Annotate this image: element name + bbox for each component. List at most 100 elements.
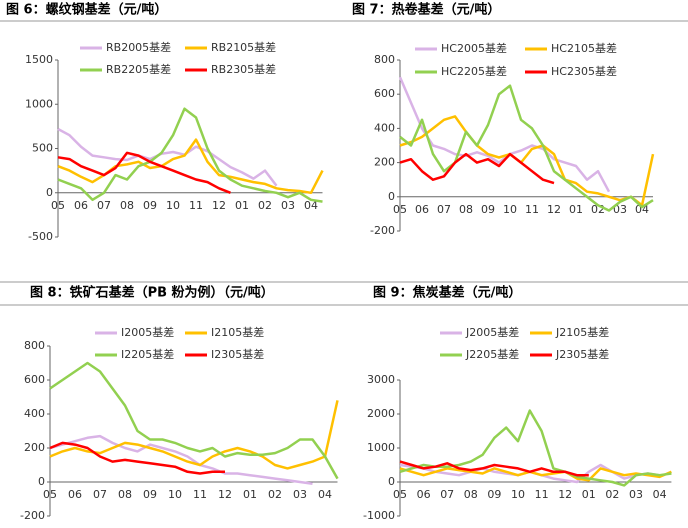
- y-tick-label: 1500: [25, 53, 53, 66]
- y-tick-label: 400: [24, 407, 45, 420]
- x-tick-label: 01: [582, 488, 596, 501]
- x-tick-label: 10: [166, 199, 180, 212]
- x-tick-label: 10: [511, 488, 525, 501]
- series-line: [399, 460, 589, 477]
- series-line: [49, 361, 339, 480]
- x-tick-label: 10: [168, 488, 182, 501]
- x-tick-label: 04: [318, 488, 332, 501]
- x-tick-label: 11: [525, 203, 539, 216]
- x-tick-label: 04: [304, 199, 318, 212]
- x-tick-label: 12: [547, 203, 561, 216]
- x-tick-label: 03: [293, 488, 307, 501]
- x-tick-label: 08: [118, 488, 132, 501]
- x-tick-label: 07: [93, 488, 107, 501]
- x-tick-label: 03: [281, 199, 295, 212]
- x-tick-label: 09: [481, 203, 495, 216]
- x-tick-label: 08: [120, 199, 134, 212]
- x-tick-label: 09: [487, 488, 501, 501]
- x-tick-label: 06: [74, 199, 88, 212]
- x-tick-label: 04: [653, 488, 667, 501]
- legend-label: I2205基差: [121, 347, 174, 361]
- y-tick-label: 800: [374, 53, 395, 66]
- series-line: [399, 467, 672, 482]
- legend-label: I2305基差: [211, 347, 264, 361]
- y-tick-label: 2000: [367, 407, 395, 420]
- x-tick-label: 09: [143, 199, 157, 212]
- x-tick-label: 03: [629, 488, 643, 501]
- legend-label: RB2005基差: [106, 40, 171, 54]
- x-tick-label: 05: [43, 488, 57, 501]
- y-tick-label: 600: [374, 87, 395, 100]
- legend-label: J2105基差: [555, 325, 609, 339]
- y-tick-label: -1000: [363, 509, 395, 522]
- legend-label: HC2005基差: [441, 41, 507, 55]
- x-tick-label: 06: [417, 488, 431, 501]
- y-tick-label: -500: [28, 230, 53, 243]
- series-line: [57, 127, 278, 187]
- legend-label: HC2305基差: [551, 64, 617, 78]
- y-tick-label: 200: [374, 156, 395, 169]
- series-line: [57, 107, 323, 203]
- y-tick-label: 800: [24, 339, 45, 352]
- y-tick-label: -200: [370, 224, 395, 237]
- legend-label: RB2205基差: [106, 62, 171, 76]
- y-tick-label: 400: [374, 121, 395, 134]
- x-tick-label: 02: [258, 199, 272, 212]
- y-tick-label: 200: [24, 441, 45, 454]
- legend-label: J2205基差: [465, 347, 519, 361]
- y-tick-label: 1000: [367, 441, 395, 454]
- x-tick-label: 10: [503, 203, 517, 216]
- series-line: [399, 84, 654, 212]
- chart-title: 图 7：热卷基差（元/吨）: [352, 2, 500, 18]
- legend-label: HC2205基差: [441, 64, 507, 78]
- legend-label: J2305基差: [555, 347, 609, 361]
- y-tick-label: 3000: [367, 373, 395, 386]
- x-tick-label: 01: [569, 203, 583, 216]
- x-tick-label: 05: [393, 203, 407, 216]
- y-tick-label: 0: [46, 186, 53, 199]
- y-tick-label: 0: [38, 475, 45, 488]
- chart-title: 图 9：焦炭基差（元/吨）: [373, 285, 521, 301]
- x-tick-label: 07: [440, 488, 454, 501]
- y-tick-label: 600: [24, 373, 45, 386]
- y-tick-label: 0: [388, 190, 395, 203]
- x-tick-label: 06: [68, 488, 82, 501]
- x-tick-label: 08: [464, 488, 478, 501]
- x-tick-label: 07: [437, 203, 451, 216]
- legend-label: HC2105基差: [551, 41, 617, 55]
- series-line: [398, 76, 611, 193]
- x-tick-label: 11: [189, 199, 203, 212]
- x-tick-label: 05: [393, 488, 407, 501]
- x-tick-label: 02: [605, 488, 619, 501]
- series-line: [399, 409, 672, 487]
- series-line: [57, 151, 231, 194]
- legend-label: I2105基差: [211, 325, 264, 339]
- legend-label: RB2105基差: [211, 40, 276, 54]
- x-tick-label: 01: [235, 199, 249, 212]
- series-line: [57, 138, 324, 195]
- x-tick-label: 05: [51, 199, 65, 212]
- series-line: [49, 400, 339, 470]
- legend-label: J2005基差: [465, 325, 519, 339]
- legend-label: I2005基差: [121, 325, 174, 339]
- x-tick-label: 12: [558, 488, 572, 501]
- series-line: [49, 434, 313, 485]
- y-tick-label: 500: [32, 142, 53, 155]
- chart-title: 图 8：铁矿石基差（PB 粉为例）（元/吨）: [30, 285, 274, 301]
- x-tick-label: 07: [97, 199, 111, 212]
- series-line: [49, 441, 225, 475]
- x-tick-label: 12: [212, 199, 226, 212]
- y-tick-label: -200: [20, 509, 45, 522]
- x-tick-label: 06: [415, 203, 429, 216]
- x-tick-label: 12: [218, 488, 232, 501]
- x-tick-label: 01: [243, 488, 257, 501]
- legend-label: RB2305基差: [211, 62, 276, 76]
- chart-title: 图 6：螺纹钢基差（元/吨）: [6, 2, 167, 18]
- x-tick-label: 09: [143, 488, 157, 501]
- y-tick-label: 0: [388, 475, 395, 488]
- series-line: [399, 115, 655, 207]
- series-line: [399, 152, 555, 185]
- y-tick-label: 1000: [25, 97, 53, 110]
- x-tick-label: 02: [268, 488, 282, 501]
